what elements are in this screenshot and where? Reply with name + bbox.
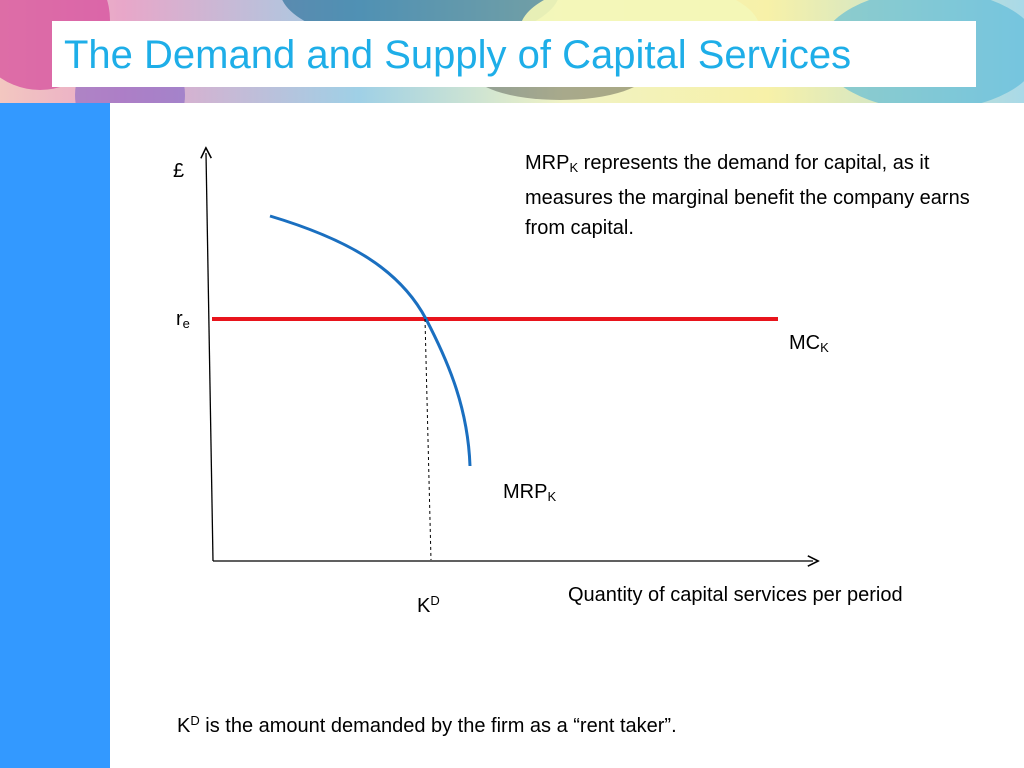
kd-label-main: K [417, 595, 431, 617]
mc-k-label-sub: K [820, 340, 829, 355]
title-box: The Demand and Supply of Capital Service… [52, 21, 976, 87]
re-label-sub: e [182, 316, 190, 331]
kd-label: KD [417, 588, 440, 619]
re-label: re [176, 306, 190, 337]
mrp-k-demand-curve [269, 214, 472, 467]
mc-k-label: MCK [789, 330, 829, 361]
kd-dashed-line [424, 318, 432, 561]
mrp-k-label: MRPK [503, 479, 556, 510]
kd-label-sup: D [430, 593, 440, 608]
side-bar [0, 103, 110, 768]
y-axis [206, 153, 214, 562]
slide-title: The Demand and Supply of Capital Service… [64, 33, 852, 77]
re-label-main: r [176, 308, 183, 330]
header-banner: The Demand and Supply of Capital Service… [0, 0, 1024, 103]
mrp-k-label-main: MRP [503, 481, 548, 503]
footnote-main: K [177, 715, 191, 737]
footnote-sup: D [190, 713, 200, 728]
x-axis-label: Quantity of capital services per period [568, 584, 903, 606]
explanation-rest: represents the demand for capital, as it… [525, 152, 970, 239]
footnote-text: KD is the amount demanded by the firm as… [177, 708, 677, 739]
footnote-rest: is the amount demanded by the firm as a … [199, 715, 677, 737]
explanation-text: MRPK represents the demand for capital, … [525, 148, 995, 243]
explanation-main: MRP [525, 152, 570, 174]
mc-k-label-main: MC [789, 332, 821, 354]
y-axis-label: £ [173, 160, 185, 182]
mrp-k-label-sub: K [547, 489, 557, 504]
explanation-sub: K [569, 160, 579, 175]
